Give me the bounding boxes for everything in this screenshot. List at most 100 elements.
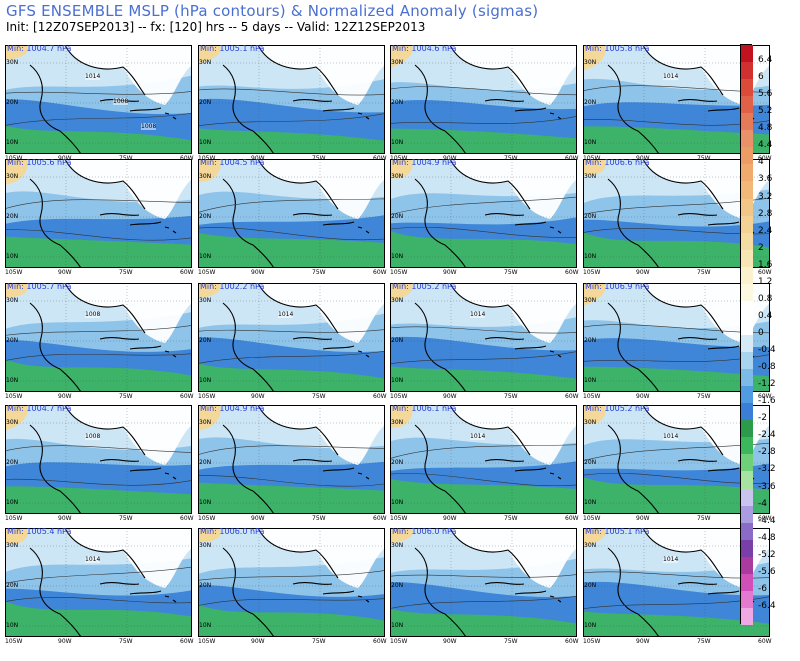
colorbar-tick-label: -4.4: [758, 515, 776, 526]
lon-tick-label: 60W: [180, 638, 194, 645]
colorbar-tick-label: -5.2: [758, 549, 776, 560]
lat-tick-label: 30N: [6, 419, 19, 426]
min-pressure-label: Min: 1004.9 hPa: [392, 158, 457, 167]
lat-tick-label: 30N: [6, 59, 19, 66]
colorbar-tick-label: -2: [758, 413, 767, 424]
min-pressure-label: Min: 1005.8 hPa: [585, 44, 650, 53]
colorbar-tick-label: -5.6: [758, 566, 776, 577]
lat-tick-label: 30N: [584, 419, 597, 426]
min-pressure-label: Min: 1006.0 hPa: [392, 527, 457, 536]
lat-tick-label: 20N: [584, 582, 597, 589]
lon-tick-label: 60W: [373, 269, 387, 276]
ensemble-member-panel: Min: 1006.0 hPa 30N 20N 10N 105W 90W 75W 60W: [198, 527, 387, 652]
colorbar-segment: [741, 590, 753, 609]
lat-tick-label: 10N: [6, 253, 19, 260]
colorbar-segment: [741, 181, 753, 200]
lon-tick-label: 105W: [5, 393, 23, 400]
lat-tick-label: 30N: [199, 542, 212, 549]
min-pressure-label: Min: 1005.7 hPa: [7, 282, 72, 291]
ensemble-member-panel: Min: 1004.5 hPa 30N 20N 10N 105W 90W 75W 60W: [198, 158, 387, 283]
min-pressure-label: Min: 1006.9 hPa: [585, 282, 650, 291]
ensemble-member-panel: Min: 1006.9 hPa 30N 20N 10N 105W 90W 75W 60W: [583, 282, 772, 407]
lon-tick-label: 90W: [58, 269, 72, 276]
lon-tick-label: 105W: [198, 155, 216, 162]
contour-label: 1014: [278, 311, 294, 318]
lon-tick-label: 90W: [636, 155, 650, 162]
colorbar-segment: [741, 62, 753, 80]
lon-tick-label: 90W: [58, 155, 72, 162]
lon-tick-label: 105W: [583, 515, 601, 522]
colorbar-segment: [741, 386, 753, 404]
lon-tick-label: 60W: [565, 638, 579, 645]
lon-tick-label: 105W: [5, 269, 23, 276]
colorbar-segment: [741, 352, 753, 370]
colorbar-segment: [741, 96, 753, 114]
lon-tick-label: 90W: [636, 515, 650, 522]
contour-label: 1008: [85, 311, 101, 318]
colorbar-tick-label: 6: [758, 72, 764, 83]
lon-tick-label: 90W: [251, 269, 265, 276]
lat-tick-label: 20N: [584, 99, 597, 106]
ensemble-member-panel: Min: 1006.0 hPa 30N 20N 10N 105W 90W 75W 60W: [390, 527, 579, 652]
colorbar-tick-label: 3.2: [758, 191, 773, 202]
lon-tick-label: 105W: [583, 638, 601, 645]
lon-tick-label: 105W: [583, 269, 601, 276]
lat-tick-label: 30N: [584, 173, 597, 180]
colorbar-tick-label: 4.8: [758, 123, 773, 134]
min-pressure-label: Min: 1005.1 hPa: [200, 44, 265, 53]
lon-tick-label: 60W: [758, 269, 772, 276]
lat-tick-label: 20N: [6, 99, 19, 106]
lon-tick-label: 90W: [251, 393, 265, 400]
colorbar-segment: [741, 539, 753, 558]
min-pressure-label: Min: 1005.4 hPa: [7, 527, 72, 536]
colorbar-segment: [741, 317, 753, 336]
colorbar-segment: [741, 403, 753, 421]
lon-tick-label: 75W: [119, 393, 133, 400]
contour-label: 1008: [85, 433, 101, 440]
lat-tick-label: 30N: [199, 173, 212, 180]
lon-tick-label: 60W: [565, 515, 579, 522]
lat-tick-label: 10N: [6, 377, 19, 384]
lon-tick-label: 75W: [312, 515, 326, 522]
lon-tick-label: 75W: [312, 269, 326, 276]
lat-tick-label: 10N: [6, 139, 19, 146]
lon-tick-label: 105W: [5, 155, 23, 162]
lat-tick-label: 10N: [199, 377, 212, 384]
lon-tick-label: 75W: [697, 269, 711, 276]
colorbar-tick-label: -0.8: [758, 362, 776, 373]
lon-tick-label: 75W: [119, 155, 133, 162]
ensemble-member-panel: Min: 1004.7 hPa 1008 30N 20N 10N 105W 90W 75W 60…: [5, 404, 194, 529]
min-pressure-label: Min: 1005.2 hPa: [392, 282, 457, 291]
lat-tick-label: 10N: [391, 499, 404, 506]
colorbar-tick-label: 3.6: [758, 174, 773, 185]
lon-tick-label: 75W: [504, 638, 518, 645]
contour-label: 1014: [470, 433, 486, 440]
colorbar-tick-label: 6.4: [758, 55, 773, 66]
colorbar-tick-label: -1.2: [758, 379, 776, 390]
ensemble-member-panel: Min: 1006.6 hPa 30N 20N 10N 105W 90W 75W 60W: [583, 158, 772, 283]
lon-tick-label: 75W: [119, 638, 133, 645]
lon-tick-label: 105W: [390, 393, 408, 400]
lon-tick-label: 60W: [373, 393, 387, 400]
lon-tick-label: 60W: [758, 638, 772, 645]
colorbar-segment: [741, 454, 753, 472]
colorbar-tick-label: -6: [758, 583, 767, 594]
ensemble-member-panel: Min: 1005.7 hPa 1008 30N 20N 10N 105W 90W 75W 60…: [5, 282, 194, 407]
lat-tick-label: 20N: [199, 99, 212, 106]
ensemble-member-panel: Min: 1005.2 hPa 1014 30N 20N 10N 105W 90W 75W 60…: [583, 404, 772, 529]
lat-tick-label: 10N: [584, 377, 597, 384]
lat-tick-label: 10N: [584, 139, 597, 146]
colorbar-tick-label: -2.4: [758, 430, 776, 441]
lon-tick-label: 60W: [373, 638, 387, 645]
lat-tick-label: 10N: [584, 499, 597, 506]
ensemble-member-panel: Min: 1004.9 hPa 30N 20N 10N 105W 90W 75W 60W: [390, 158, 579, 283]
lon-tick-label: 75W: [504, 155, 518, 162]
lat-tick-label: 20N: [391, 582, 404, 589]
ensemble-member-panel: Min: 1005.1 hPa 1014 30N 20N 10N 105W 90W 75W 60…: [583, 527, 772, 652]
colorbar-tick-label: -6.4: [758, 600, 776, 611]
lon-tick-label: 90W: [58, 515, 72, 522]
lat-tick-label: 10N: [199, 139, 212, 146]
lat-tick-label: 10N: [199, 622, 212, 629]
lon-tick-label: 90W: [443, 515, 457, 522]
contour-label: 1014: [663, 556, 679, 563]
